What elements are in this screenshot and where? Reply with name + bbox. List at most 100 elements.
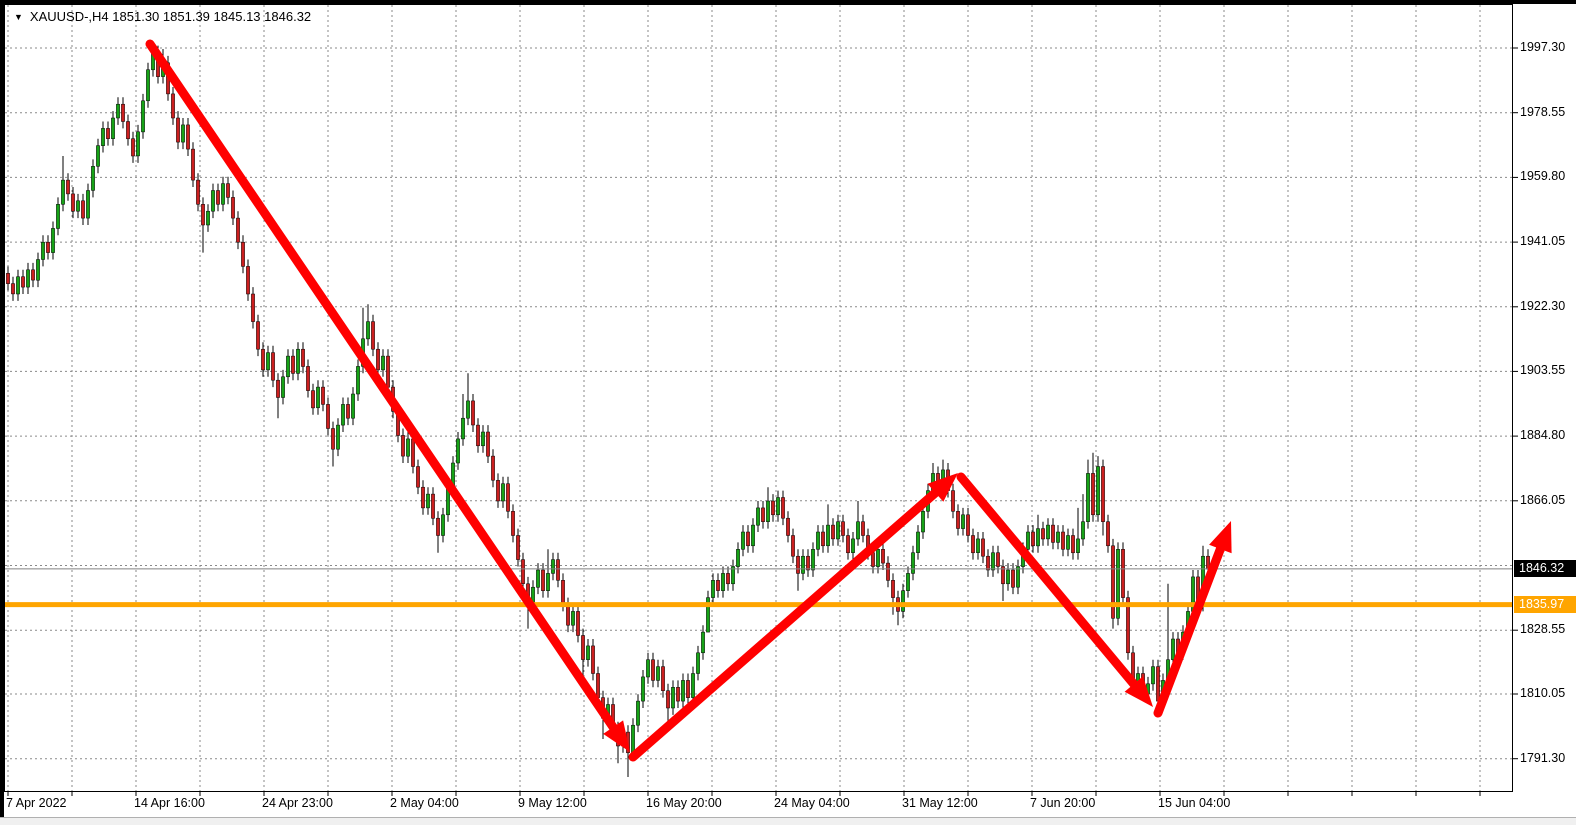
candle-body: [836, 521, 840, 540]
candle-body: [131, 138, 135, 157]
candle-body: [976, 538, 980, 553]
candle-body: [256, 321, 260, 350]
candle-body: [761, 507, 765, 522]
price-axis-label: 1884.80: [1520, 428, 1566, 442]
candle-body: [1026, 531, 1030, 550]
candle-body: [681, 680, 685, 702]
candle-body: [1011, 569, 1015, 588]
price-axis[interactable]: 1997.30 1978.55 1959.80 1941.05 1922.30 1903.…: [1520, 0, 1576, 792]
candle-body: [576, 611, 580, 636]
candle-body: [221, 183, 225, 205]
candle-body: [901, 590, 905, 612]
candle-body: [666, 690, 670, 709]
candle-body: [1106, 521, 1110, 547]
candle-body: [806, 555, 810, 571]
candle-body: [146, 69, 150, 102]
candlesticks: [6, 42, 1210, 777]
candle-body: [26, 269, 30, 288]
candle-body: [911, 552, 915, 574]
candle-body: [206, 210, 210, 226]
time-axis-label: 7 Jun 20:00: [1030, 796, 1096, 810]
symbol-timeframe: XAUUSD-,H4: [29, 9, 109, 24]
time-axis-label: 14 Apr 16:00: [134, 796, 205, 810]
candle-body: [826, 524, 830, 547]
candle-body: [1041, 528, 1045, 540]
candle-body: [381, 355, 385, 371]
candle-body: [651, 659, 655, 681]
candle-body: [646, 659, 650, 678]
candle-body: [236, 217, 240, 243]
time-axis-label: 7 Apr 2022: [6, 796, 67, 810]
candle-body: [36, 259, 40, 281]
line-price-tag: 1835.97: [1514, 596, 1576, 613]
candle-body: [721, 573, 725, 591]
candle-body: [811, 549, 815, 571]
candle-body: [786, 517, 790, 536]
plot-border: [4, 4, 1513, 792]
trend-arrow[interactable]: [1153, 521, 1232, 718]
candle-body: [431, 493, 435, 519]
candle-body: [1121, 549, 1125, 598]
time-axis-label: 24 May 04:00: [774, 796, 850, 810]
candle-body: [726, 573, 730, 585]
candle-body: [951, 490, 955, 512]
time-axis-label: 24 Apr 23:00: [262, 796, 333, 810]
candle-body: [1081, 521, 1085, 540]
trend-arrow[interactable]: [145, 39, 630, 752]
candle-body: [986, 555, 990, 571]
trend-arrow[interactable]: [956, 472, 1153, 707]
candle-body: [181, 124, 185, 143]
candle-body: [1066, 535, 1070, 550]
candle-body: [371, 321, 375, 350]
candle-body: [51, 228, 55, 253]
candle-body: [581, 635, 585, 660]
candle-body: [841, 521, 845, 536]
candle-body: [71, 193, 75, 212]
candle-body: [861, 521, 865, 536]
candle-body: [366, 321, 370, 340]
candle-body: [11, 283, 15, 295]
candle-body: [1091, 473, 1095, 516]
candle-body: [551, 559, 555, 574]
candle-body: [856, 521, 860, 540]
candle-body: [196, 179, 200, 205]
trend-arrow[interactable]: [628, 473, 958, 762]
candle-body: [56, 204, 60, 229]
candle-body: [746, 531, 750, 547]
candle-body: [966, 514, 970, 536]
candle-body: [506, 483, 510, 512]
ohlc-close: 1846.32: [264, 9, 312, 24]
candle-body: [326, 404, 330, 429]
candle-body: [706, 597, 710, 633]
candle-body: [731, 566, 735, 585]
candle-body: [521, 559, 525, 584]
ohlc-low: 1845.13: [213, 9, 261, 24]
candle-body: [306, 366, 310, 391]
candle-body: [121, 103, 125, 122]
candle-body: [461, 417, 465, 440]
time-axis-label: 31 May 12:00: [902, 796, 978, 810]
candle-body: [296, 348, 300, 374]
candle-body: [246, 266, 250, 295]
candle-body: [101, 128, 105, 146]
candle-body: [961, 514, 965, 529]
candle-body: [336, 424, 340, 450]
price-axis-label: 1978.55: [1520, 105, 1566, 119]
candle-body: [466, 400, 470, 419]
candle-body: [1171, 638, 1175, 660]
candle-body: [21, 276, 25, 288]
chart-title: ▼ XAUUSD-,H4 1851.30 1851.39 1845.13 1846…: [14, 9, 311, 24]
candle-body: [471, 400, 475, 426]
candle-body: [691, 673, 695, 698]
candle-body: [716, 580, 720, 591]
candle-body: [906, 573, 910, 591]
candle-body: [971, 535, 975, 554]
dropdown-arrow-icon[interactable]: ▼: [14, 12, 23, 22]
candle-body: [186, 124, 190, 150]
time-axis[interactable]: 7 Apr 2022 14 Apr 16:00 24 Apr 23:00 2 May …: [0, 794, 1513, 816]
candle-body: [261, 348, 265, 371]
candle-body: [96, 145, 100, 167]
axis-ticks: [7, 47, 1518, 796]
candle-body: [6, 273, 10, 284]
